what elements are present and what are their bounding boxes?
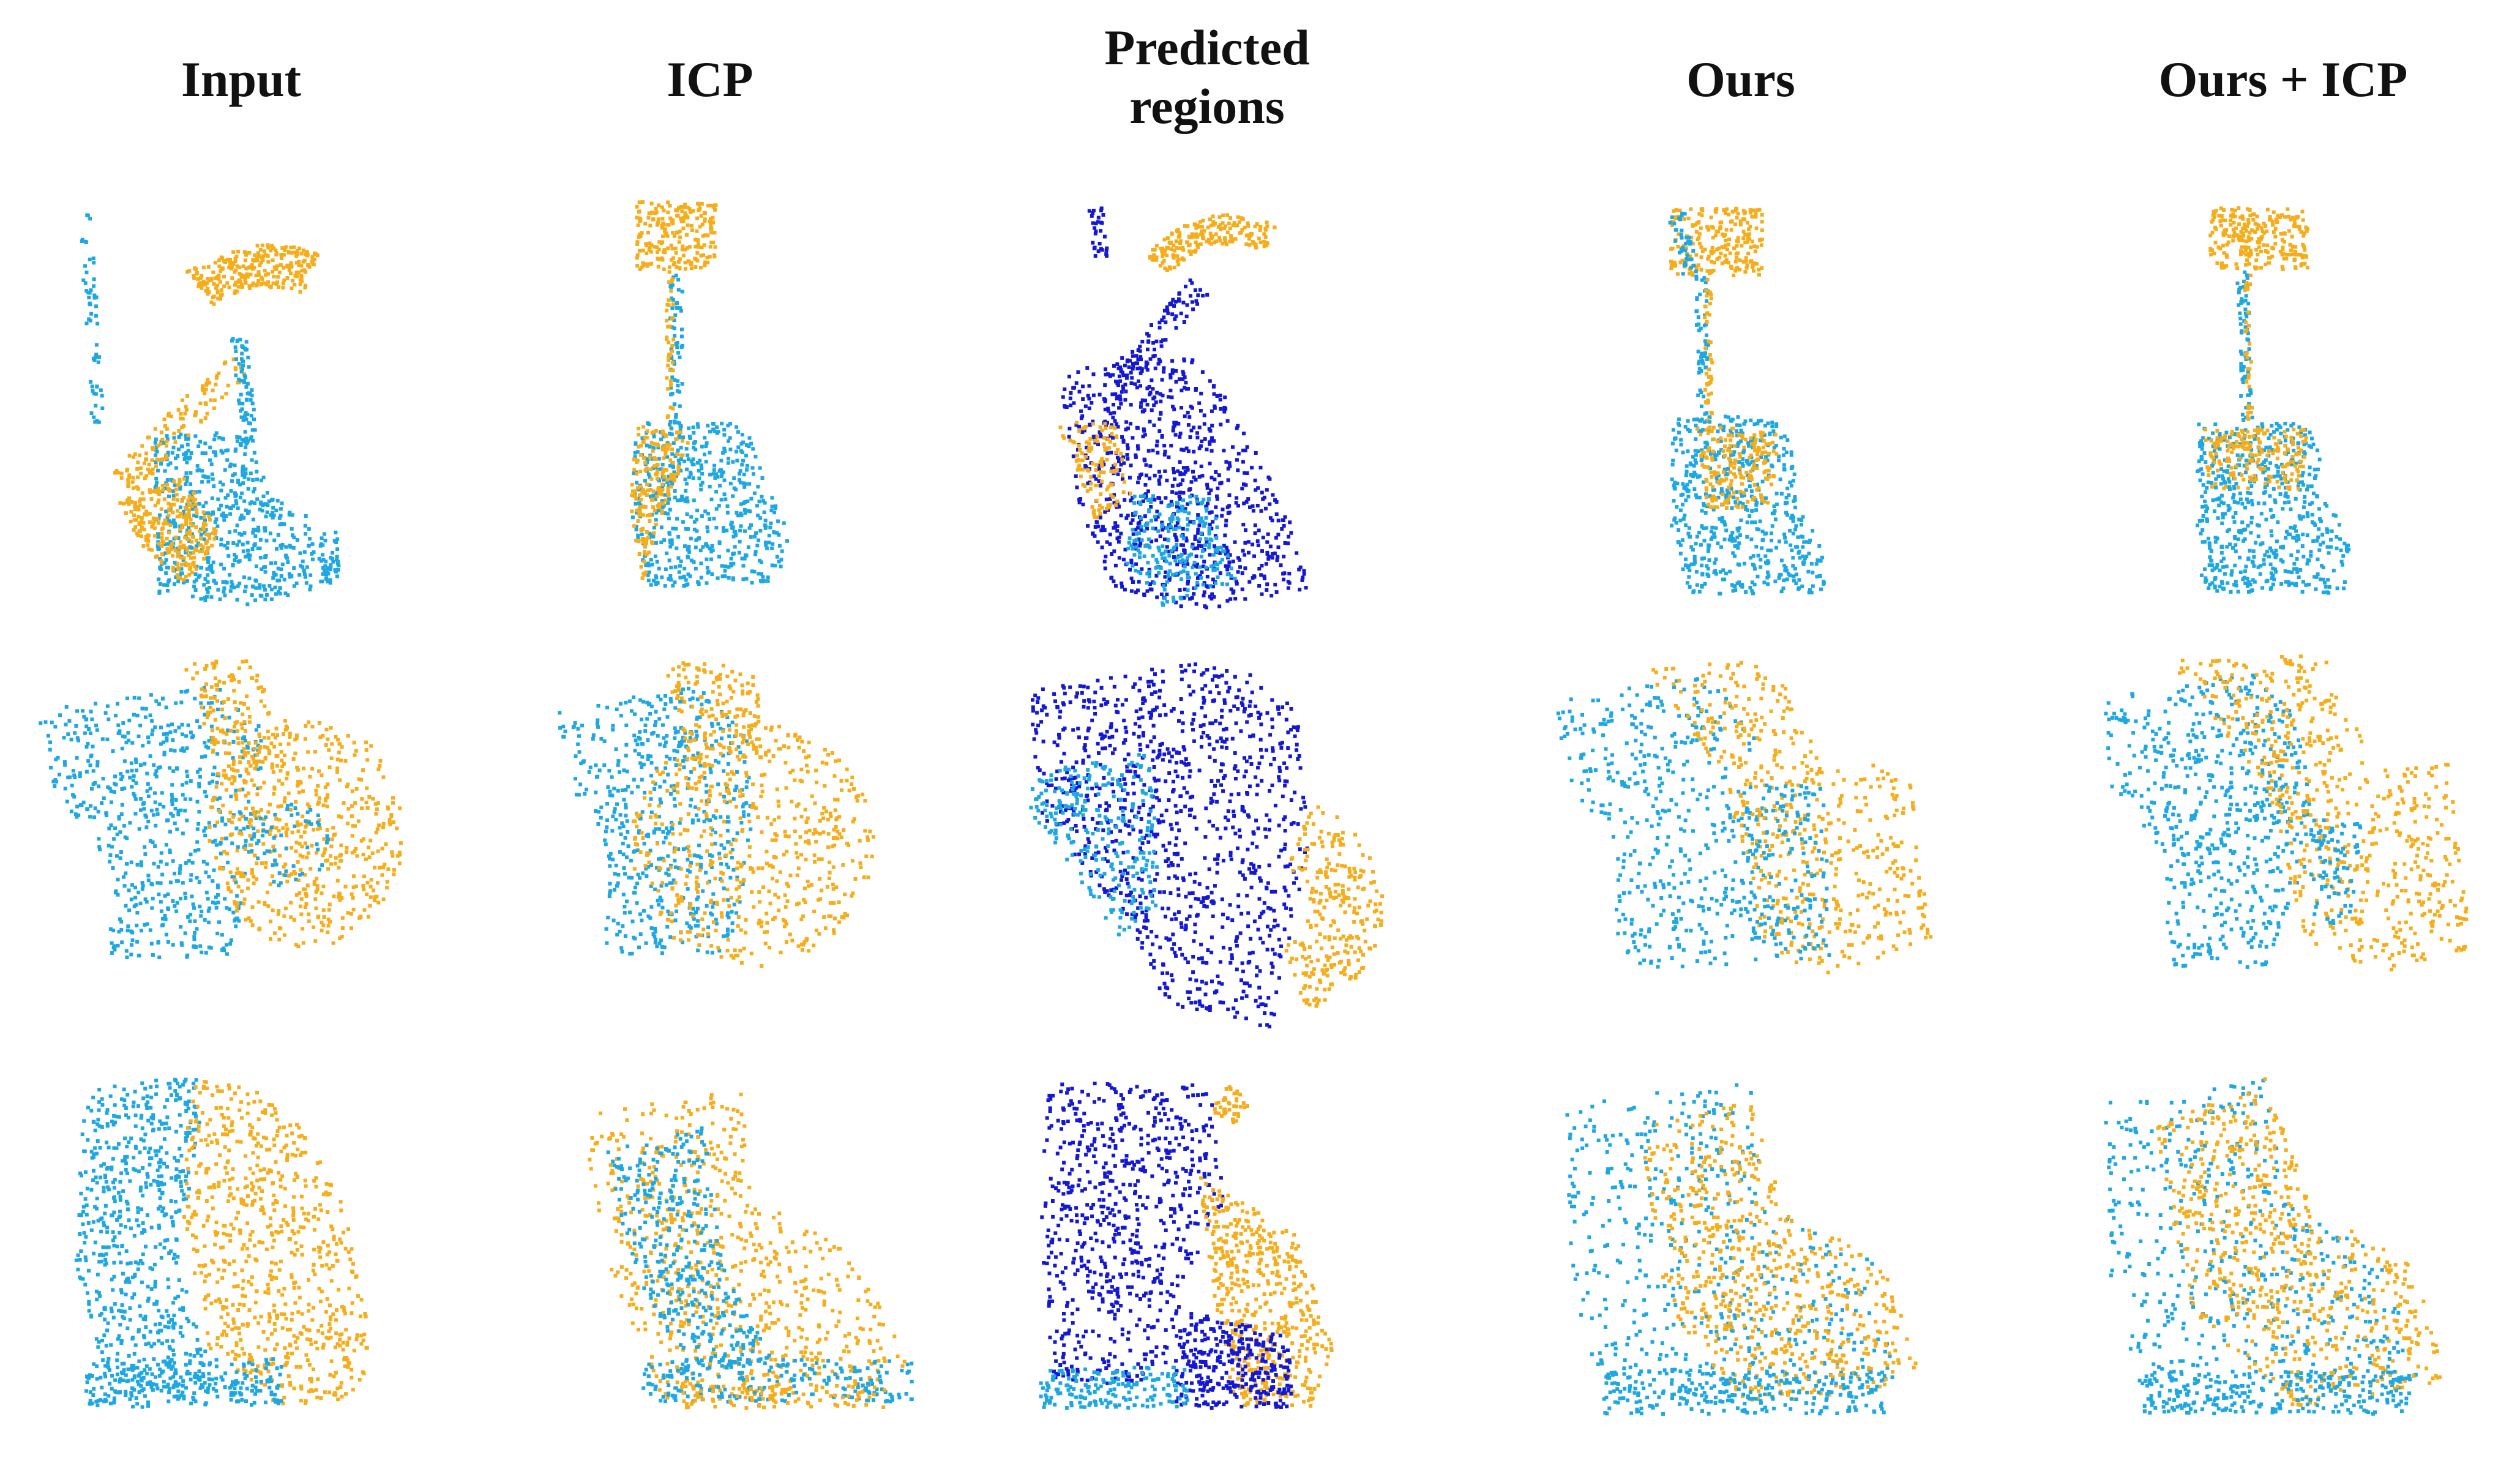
panel-dragon-ours [1557, 661, 1932, 975]
panel-bunny-input [75, 1078, 369, 1409]
panel-bunny-pred [1039, 1082, 1334, 1410]
panel-bunny-oursicp [2104, 1077, 2442, 1416]
panel-lamp-oursicp [2196, 206, 2350, 595]
panel-dragon-oursicp [2104, 654, 2469, 971]
panel-dragon-pred [1029, 662, 1384, 1028]
panel-dragon-input [39, 659, 403, 959]
panel-lamp-ours [1669, 207, 1826, 596]
panel-bunny-ours [1566, 1083, 1918, 1416]
panel-bunny-icp [588, 1093, 913, 1410]
panel-dragon-icp [558, 661, 875, 968]
panel-lamp-input [80, 213, 340, 606]
panel-lamp-pred [1059, 206, 1308, 609]
panel-lamp-icp [630, 200, 789, 588]
